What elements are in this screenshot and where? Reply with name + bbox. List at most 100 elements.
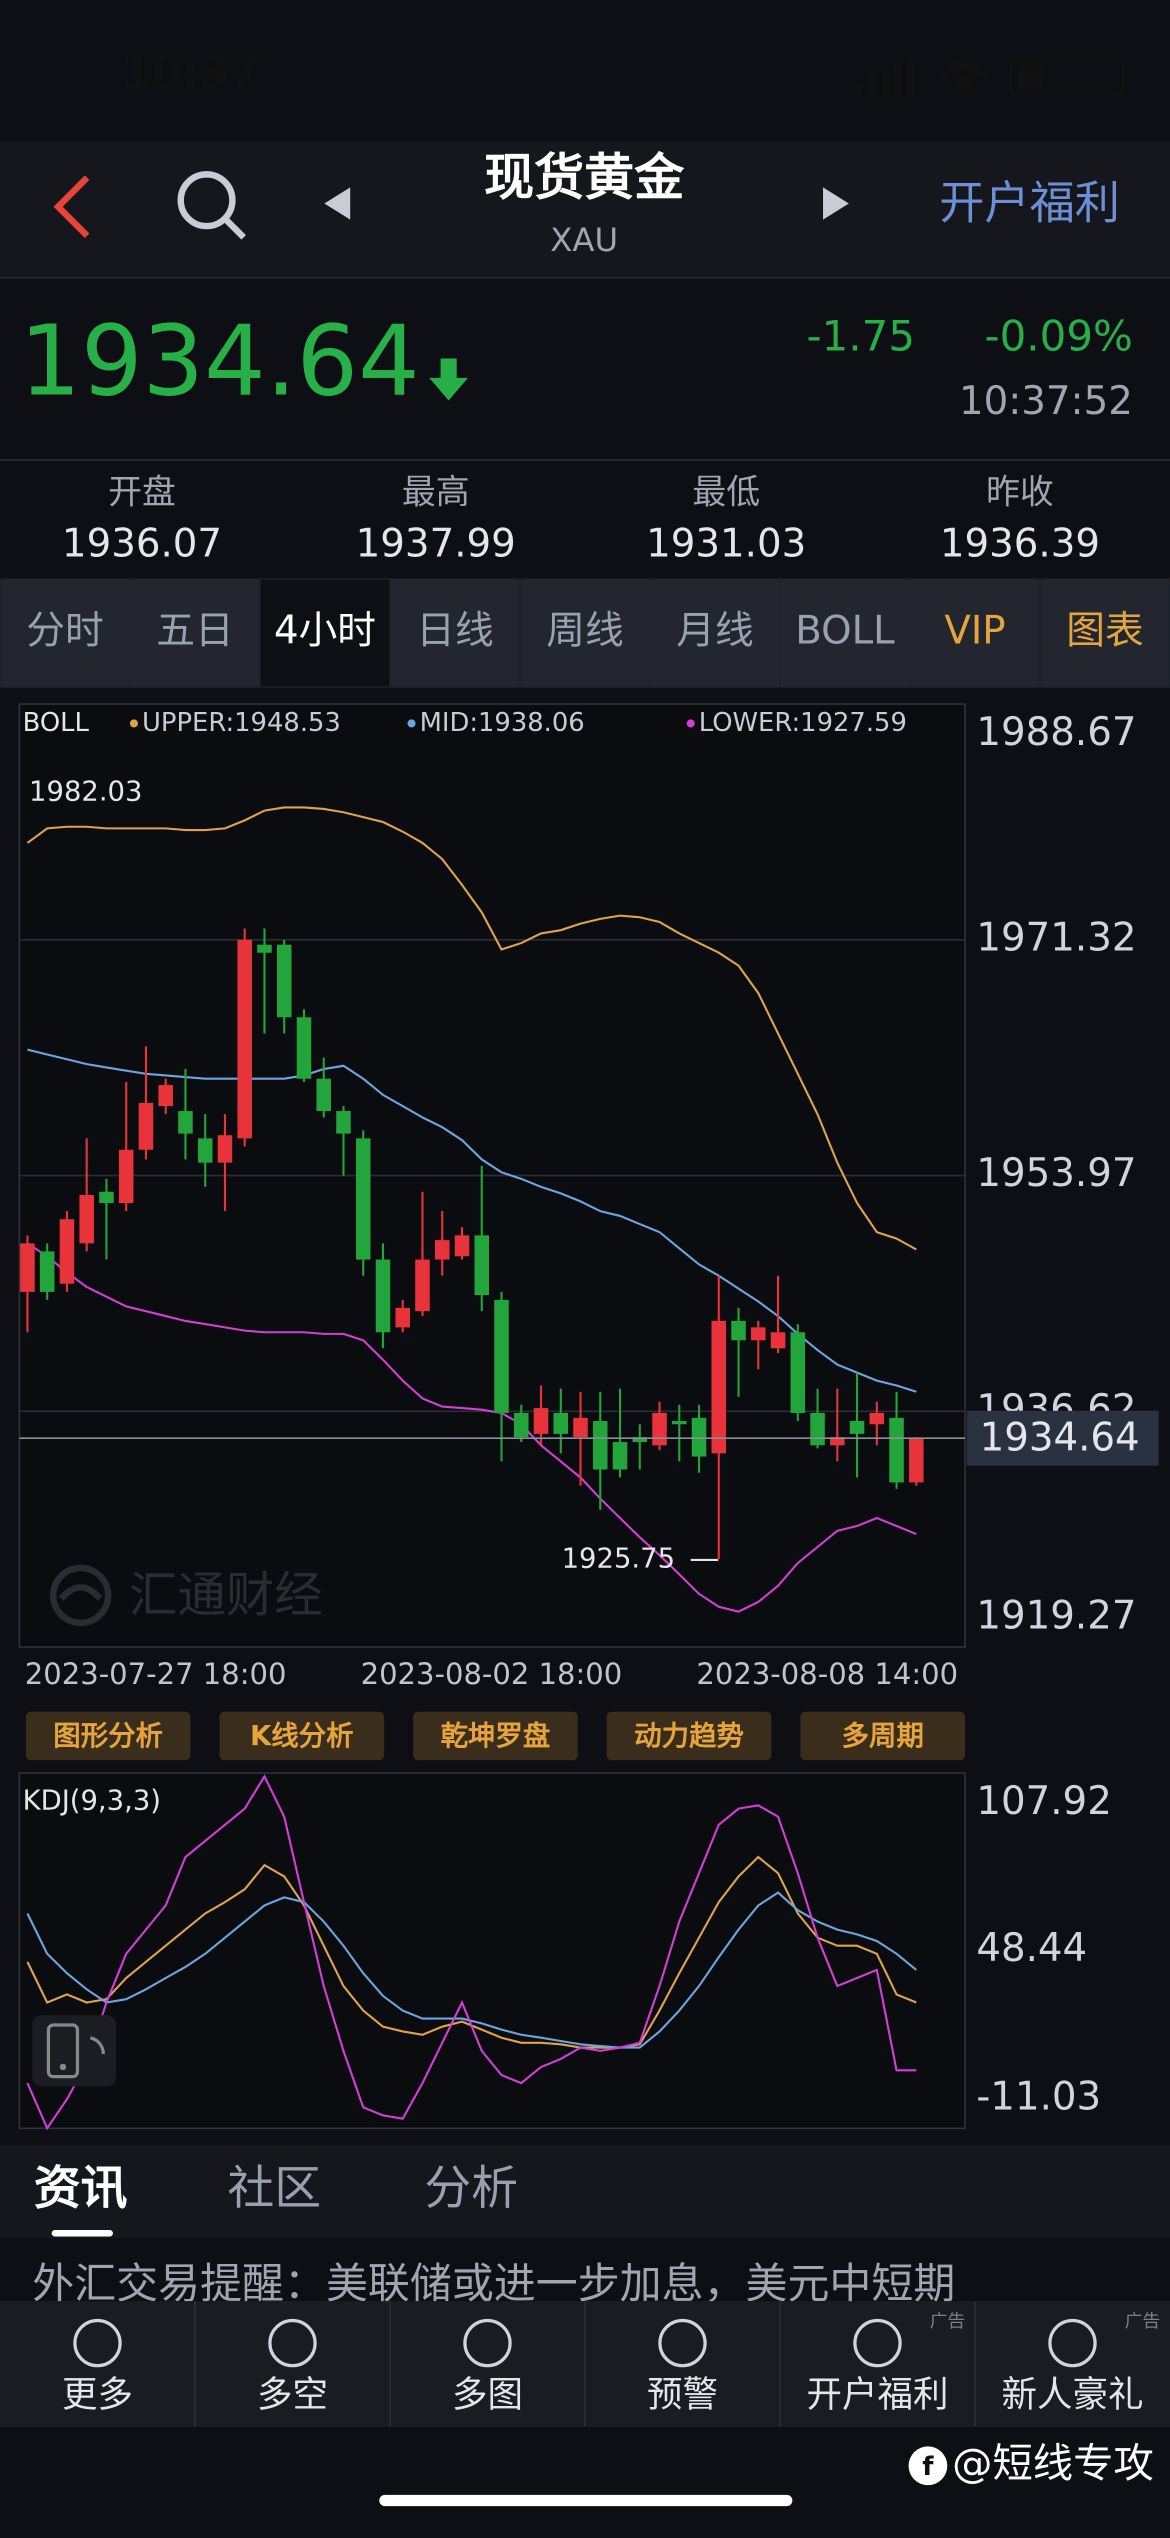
kdj-chart-frame (18, 1772, 966, 2130)
chart-title: KDJ(9,3,3) (23, 1786, 161, 1817)
tab[interactable] (1040, 579, 1170, 687)
analysis-button[interactable] (606, 1711, 772, 1761)
y-tick-label: -11.03 (976, 2075, 1101, 2120)
down-arrow (429, 358, 468, 401)
analysis-button-label[interactable]: 动力趋势 (634, 1721, 744, 1752)
search-button[interactable] (177, 171, 246, 240)
candle-body (869, 1412, 885, 1425)
content-tab[interactable]: 社区 (228, 2162, 322, 2216)
tab[interactable] (910, 579, 1040, 687)
analysis-button-label[interactable]: 多周期 (842, 1721, 924, 1752)
y-tick-label: 1988.67 (976, 710, 1136, 755)
candle-body (573, 1417, 588, 1438)
tab-underline (51, 2230, 113, 2237)
content-tab-bar (0, 2144, 1170, 2239)
page-title: 现货黄金 (484, 148, 685, 206)
analysis-button[interactable] (25, 1711, 191, 1761)
nav-label[interactable]: 预警 (647, 2374, 718, 2415)
tab-label[interactable]: 周线 (546, 608, 623, 653)
candle-body (395, 1307, 410, 1328)
nav-icon[interactable] (853, 2318, 902, 2368)
candle-body (316, 1078, 331, 1112)
analysis-button[interactable] (219, 1711, 385, 1761)
candle-body (415, 1259, 430, 1312)
tab-label[interactable]: 4小时 (274, 608, 376, 653)
content-tab[interactable]: 分析 (424, 2162, 518, 2216)
legend-swatch (129, 719, 138, 728)
prev-button[interactable] (324, 187, 351, 220)
tab[interactable] (650, 579, 780, 687)
candle-body (691, 1417, 707, 1457)
stat-value: 1931.03 (646, 521, 806, 566)
indicator-line (27, 1048, 917, 1393)
candle-body (158, 1085, 173, 1107)
analysis-button-label[interactable]: K线分析 (250, 1721, 354, 1752)
candle-body (751, 1327, 766, 1341)
status-icons (855, 58, 1125, 97)
indicator-line (26, 1774, 917, 2131)
candle-body (593, 1420, 608, 1470)
analysis-button[interactable] (800, 1711, 966, 1761)
candle-body (494, 1299, 509, 1413)
stat-label: 昨收 (986, 473, 1054, 512)
candle-body (178, 1111, 193, 1134)
svg-text:f: f (922, 2452, 934, 2482)
tab[interactable] (780, 579, 910, 687)
tab-label[interactable]: BOLL (795, 608, 895, 653)
quote-time: 10:37:52 (959, 379, 1133, 424)
candle-body (533, 1408, 549, 1434)
rotate-icon[interactable] (32, 2015, 117, 2087)
nav-icon[interactable] (463, 2318, 512, 2368)
candle-body (375, 1259, 391, 1333)
tab[interactable] (260, 579, 390, 687)
nav-icon[interactable] (1048, 2318, 1097, 2368)
candle-body (20, 1243, 35, 1292)
nav-icon[interactable] (73, 2318, 122, 2368)
legend-label: MID:1938.06 (420, 708, 585, 738)
candle-body (830, 1437, 845, 1446)
candle-body (632, 1437, 648, 1443)
candle-body (197, 1138, 213, 1163)
analysis-button[interactable] (413, 1711, 578, 1761)
stat-value: 1936.07 (62, 521, 222, 566)
chart-title: BOLL (23, 708, 90, 738)
content-tab[interactable]: 资讯 (34, 2162, 128, 2216)
candle-body (336, 1111, 351, 1134)
tab-label[interactable]: 图表 (1066, 608, 1143, 653)
tab-label[interactable]: 月线 (676, 608, 753, 653)
tab[interactable] (0, 579, 130, 687)
tab-label[interactable]: VIP (944, 608, 1005, 653)
tab-label[interactable]: 分时 (26, 608, 103, 653)
header-bar (0, 142, 1170, 278)
candle-body (39, 1251, 55, 1292)
nav-label[interactable]: 多空 (257, 2374, 328, 2415)
candle-body (790, 1332, 806, 1413)
back-button[interactable] (53, 175, 90, 239)
tab[interactable] (130, 579, 260, 687)
next-button[interactable] (823, 187, 849, 220)
nav-icon[interactable] (658, 2318, 707, 2368)
indicator-line (26, 1242, 917, 1613)
nav-icon[interactable] (268, 2318, 317, 2368)
nav-label[interactable]: 更多 (62, 2374, 133, 2415)
tab-label[interactable]: 日线 (416, 608, 493, 653)
candle-body (118, 1149, 134, 1204)
max-annotation: 1982.03 (29, 776, 142, 807)
candle-body (138, 1102, 154, 1150)
tab[interactable] (520, 579, 650, 687)
nav-label[interactable]: 开户福利 (807, 2374, 949, 2415)
y-tick-label: 48.44 (976, 1926, 1087, 1971)
news-headline[interactable]: 外汇交易提醒：美联储或进一步加息，美元中短期 (32, 2259, 955, 2308)
tab-label[interactable]: 五日 (156, 608, 233, 653)
candle-body (770, 1332, 786, 1349)
tab[interactable] (390, 579, 520, 687)
stat-label: 最低 (692, 473, 760, 512)
candle-body (849, 1420, 865, 1434)
analysis-button-label[interactable]: 乾坤罗盘 (441, 1720, 551, 1752)
nav-label[interactable]: 多图 (452, 2374, 523, 2415)
analysis-button-label[interactable]: 图形分析 (53, 1721, 163, 1752)
indicator-line (26, 1891, 917, 2049)
nav-label[interactable]: 新人豪礼 (1002, 2374, 1144, 2415)
promo-link[interactable]: 开户福利 (939, 177, 1120, 230)
